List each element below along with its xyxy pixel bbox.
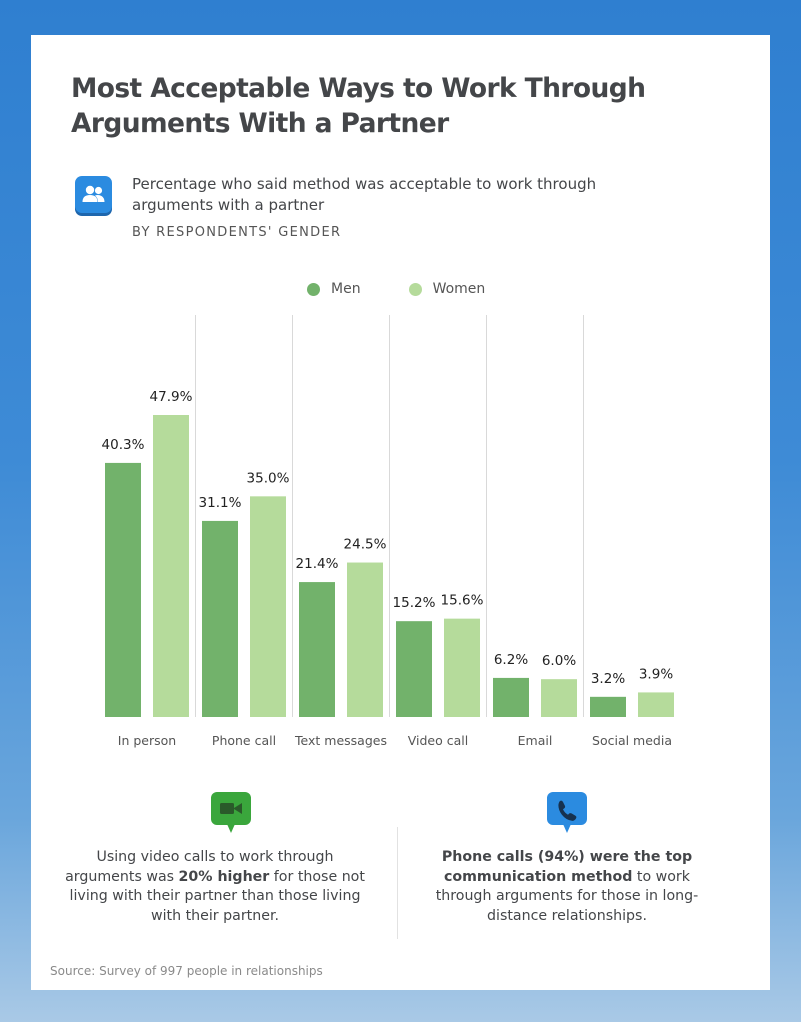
legend-label-men: Men xyxy=(331,281,361,297)
x-tick-label: In person xyxy=(118,733,176,748)
bar-value-label-women: 35.0% xyxy=(247,470,290,486)
video-camera-icon xyxy=(211,792,251,838)
bar-men xyxy=(396,621,432,717)
bar-value-label-women: 3.9% xyxy=(639,666,673,682)
legend-item-women: Women xyxy=(408,281,486,297)
phone-icon xyxy=(547,792,587,838)
chart-grouping-label: BY RESPONDENTS' GENDER xyxy=(132,225,342,240)
bar-men xyxy=(493,677,529,717)
people-icon xyxy=(75,176,112,213)
callout-phone-call: Phone calls (94%) were the top communica… xyxy=(417,848,717,926)
bar-women xyxy=(347,562,383,717)
bar-value-label-women: 15.6% xyxy=(441,593,484,609)
bar-value-label-men: 21.4% xyxy=(296,556,339,572)
bar-women xyxy=(444,618,480,717)
chart-subtitle: Percentage who said method was acceptabl… xyxy=(132,175,597,214)
bar-value-label-men: 15.2% xyxy=(393,595,436,611)
bar-men xyxy=(590,696,626,717)
bar-value-label-men: 6.2% xyxy=(494,652,528,668)
x-tick-label: Social media xyxy=(592,733,672,748)
legend-item-men: Men xyxy=(307,281,361,297)
callout-video-text-bold: 20% higher xyxy=(178,868,270,885)
bar-men xyxy=(105,462,141,717)
legend-swatch-men xyxy=(307,282,320,296)
legend-label-women: Women xyxy=(432,281,486,297)
infographic-card: Most Acceptable Ways to Work Through Arg… xyxy=(31,35,770,990)
bar-value-label-men: 40.3% xyxy=(102,437,145,453)
x-tick-label: Video call xyxy=(408,733,468,748)
callout-divider xyxy=(397,827,398,939)
x-tick-label: Text messages xyxy=(294,733,387,748)
callout-phone-text-post: to work through arguments for those in l… xyxy=(435,868,699,924)
bar-value-label-women: 47.9% xyxy=(150,389,193,405)
bar-women xyxy=(250,496,286,717)
source-note: Source: Survey of 997 people in relation… xyxy=(50,964,323,978)
x-tick-label: Phone call xyxy=(212,733,276,748)
legend-swatch-women xyxy=(408,282,422,296)
callout-video-call: Using video calls to work through argume… xyxy=(65,848,365,926)
page-title: Most Acceptable Ways to Work Through Arg… xyxy=(71,73,646,139)
bar-value-label-men: 31.1% xyxy=(199,495,242,511)
bar-women xyxy=(153,415,189,717)
bar-men xyxy=(299,582,335,717)
x-tick-label: Email xyxy=(518,733,553,748)
chart-legend: Men Women xyxy=(307,279,533,299)
bar-chart: 40.3% 47.9% In person 31.1% 35.0% Phone call 2… xyxy=(102,315,674,748)
callout-video-text-post: for those not living with their partner … xyxy=(69,868,365,924)
callout-video-text-pre: Using video calls to work through argume… xyxy=(65,849,334,885)
bar-value-label-women: 24.5% xyxy=(344,537,387,553)
bar-women xyxy=(638,692,674,717)
bar-men xyxy=(202,520,238,717)
bar-value-label-women: 6.0% xyxy=(542,653,576,669)
bar-value-label-men: 3.2% xyxy=(591,671,625,687)
bar-women xyxy=(541,679,577,717)
callout-phone-text-bold: Phone calls (94%) were the top communica… xyxy=(441,849,693,885)
